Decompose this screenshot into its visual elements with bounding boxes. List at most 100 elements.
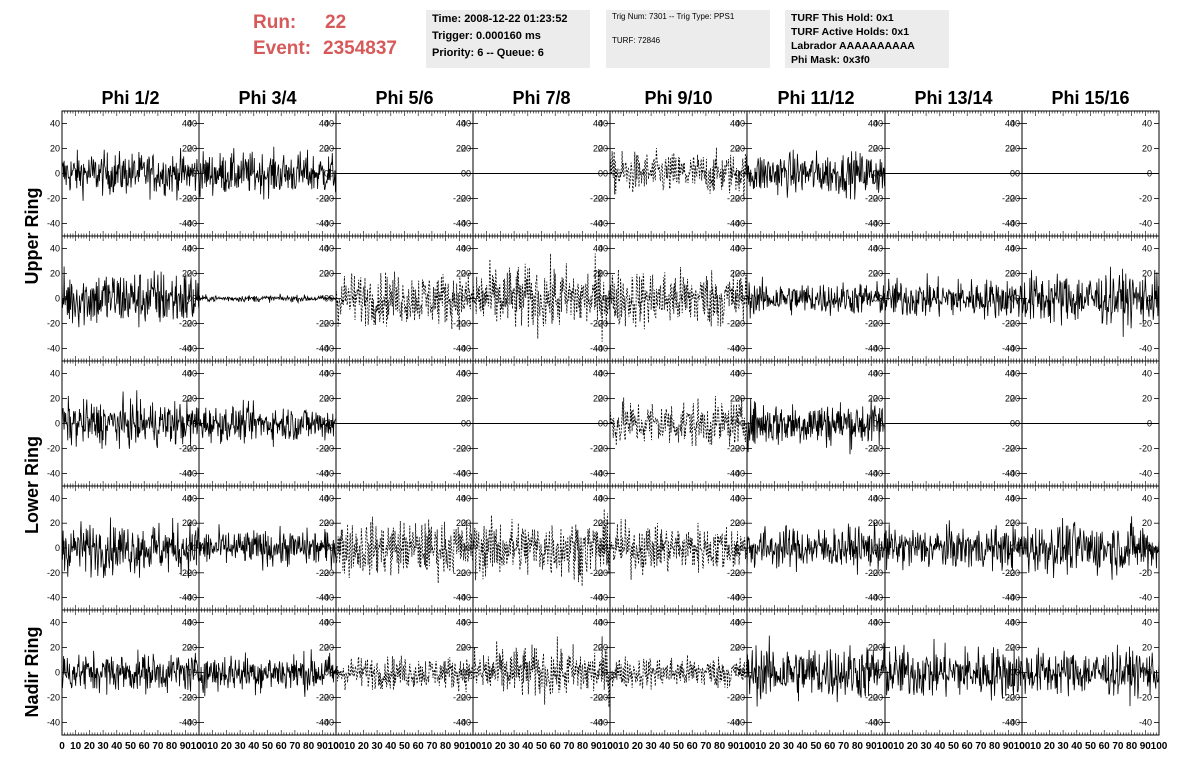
run-key: Run:: [253, 12, 297, 33]
y-tick-label: 0: [192, 169, 197, 179]
y-tick-label-right: 0: [735, 169, 740, 179]
y-tick-label: 40: [873, 369, 883, 379]
y-tick-label: -20: [184, 693, 197, 703]
y-tick-label: 40: [461, 244, 471, 254]
waveform-trace: [198, 524, 337, 571]
y-tick-label-right: 20: [182, 394, 192, 404]
y-tick-label-right: -20: [179, 444, 192, 454]
y-tick-label: 20: [324, 518, 334, 528]
y-tick-label: -40: [870, 718, 883, 728]
y-tick-label: 40: [50, 244, 60, 254]
turf-hold-line: TURF This Hold: 0x1: [791, 12, 894, 24]
x-tick-label: 20: [84, 741, 96, 752]
y-tick-label-right: -20: [316, 194, 329, 204]
waveform-trace: [884, 520, 1023, 572]
y-tick-label: -40: [732, 593, 745, 603]
y-tick-label-right: -40: [316, 718, 329, 728]
y-tick-label: -40: [595, 593, 608, 603]
y-tick-label-right: 0: [187, 419, 192, 429]
y-tick-label-right: 40: [1142, 493, 1152, 503]
y-tick-label: -20: [1007, 568, 1020, 578]
y-tick-label: -20: [458, 693, 471, 703]
y-tick-label-right: 20: [456, 394, 466, 404]
y-tick-label: 40: [461, 493, 471, 503]
y-tick-label: -20: [1007, 194, 1020, 204]
y-tick-label: -20: [458, 444, 471, 454]
y-tick-label-right: -40: [316, 219, 329, 229]
y-tick-label: -20: [870, 194, 883, 204]
y-tick-label: 40: [1010, 369, 1020, 379]
run-value: 22: [325, 12, 347, 33]
y-tick-label-right: 40: [593, 119, 603, 129]
y-tick-label: 0: [603, 419, 608, 429]
y-tick-label-right: -40: [453, 593, 466, 603]
y-tick-label-right: -40: [590, 469, 603, 479]
y-tick-label-right: -40: [453, 718, 466, 728]
y-tick-label: 40: [461, 369, 471, 379]
y-tick-label-right: 20: [1005, 394, 1015, 404]
y-tick-label: 0: [329, 543, 334, 553]
y-tick-label-right: 20: [456, 518, 466, 528]
y-tick-label-right: -20: [179, 693, 192, 703]
waveform-trace: [61, 266, 200, 328]
y-tick-label-right: -40: [179, 469, 192, 479]
waveform-trace: [609, 266, 748, 330]
y-tick-label: 40: [1010, 244, 1020, 254]
waveform-trace: [61, 147, 200, 201]
y-tick-label: 20: [187, 394, 197, 404]
y-tick-label: 0: [466, 419, 471, 429]
trig-num-line: Trig Num: 7301 -- Trig Type: PPS1: [612, 12, 735, 21]
y-tick-label: 40: [324, 119, 334, 129]
y-tick-label: 0: [603, 543, 608, 553]
y-tick-label: 40: [598, 119, 608, 129]
y-tick-label: -40: [870, 344, 883, 354]
waveform-trace: [1021, 266, 1160, 337]
column-header: Phi 13/14: [914, 88, 992, 108]
y-tick-label: 20: [735, 144, 745, 154]
waveform-trace: [198, 293, 337, 305]
y-tick-label: -40: [47, 593, 60, 603]
y-tick-label-right: -20: [590, 693, 603, 703]
turf-active-line: TURF Active Holds: 0x1: [791, 26, 910, 38]
y-tick-label: 40: [735, 244, 745, 254]
y-tick-label-right: 40: [456, 244, 466, 254]
y-tick-label-right: -20: [590, 444, 603, 454]
y-tick-label-right: 40: [319, 618, 329, 628]
y-tick-label: 40: [187, 618, 197, 628]
y-tick-label-right: -40: [1002, 593, 1015, 603]
y-tick-label: 20: [461, 269, 471, 279]
y-tick-label-right: -20: [1002, 444, 1015, 454]
y-tick-label-right: 20: [1005, 269, 1015, 279]
y-tick-label-right: 20: [1005, 518, 1015, 528]
y-tick-label-right: -40: [590, 718, 603, 728]
waveform-trace: [472, 253, 611, 342]
x-tick-label: 0: [59, 741, 65, 752]
y-tick-label: -40: [595, 344, 608, 354]
y-tick-label: 40: [1010, 618, 1020, 628]
y-tick-label: 40: [50, 369, 60, 379]
y-tick-label: -40: [47, 344, 60, 354]
x-tick-label: 60: [139, 741, 151, 752]
y-tick-label-right: 40: [1005, 244, 1015, 254]
y-tick-label-right: 20: [456, 269, 466, 279]
y-tick-label: 0: [192, 294, 197, 304]
y-tick-label: 20: [873, 144, 883, 154]
y-tick-label-right: -40: [727, 469, 740, 479]
y-tick-label: 0: [55, 543, 60, 553]
y-tick-label: -40: [184, 219, 197, 229]
y-tick-label-right: -40: [865, 219, 878, 229]
y-tick-label-right: -20: [179, 319, 192, 329]
y-tick-label-right: 20: [182, 518, 192, 528]
y-tick-label-right: 40: [593, 369, 603, 379]
y-tick-label-right: -20: [727, 319, 740, 329]
y-tick-label-right: 20: [1005, 144, 1015, 154]
y-tick-label: -40: [184, 469, 197, 479]
y-tick-label: -40: [321, 593, 334, 603]
waveform-trace: [609, 518, 748, 580]
y-tick-label-right: 0: [735, 668, 740, 678]
y-tick-label-right: 40: [456, 493, 466, 503]
y-tick-label-right: -40: [179, 593, 192, 603]
y-tick-label: -40: [732, 219, 745, 229]
y-tick-label-right: -20: [865, 444, 878, 454]
y-tick-label-right: -40: [727, 593, 740, 603]
